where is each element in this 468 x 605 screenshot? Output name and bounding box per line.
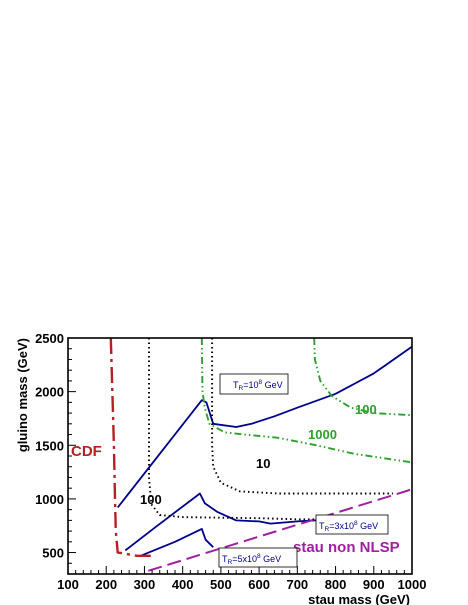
x-tick-label: 900 bbox=[363, 577, 385, 592]
cdf-curve-3 bbox=[109, 338, 156, 557]
cdf-label: CDF bbox=[71, 443, 102, 460]
x-tick-label: 200 bbox=[95, 577, 117, 592]
x-tick-label: 1000 bbox=[398, 577, 427, 592]
x-axis-title: stau mass (GeV) bbox=[308, 592, 410, 605]
contour-curve-7 bbox=[200, 338, 412, 464]
contour-label-black-10: 10 bbox=[256, 456, 270, 471]
contour-label-black-100: 100 bbox=[140, 492, 162, 507]
nlsp-label: stau non NLSP bbox=[293, 539, 400, 556]
axis-ticks bbox=[67, 337, 413, 575]
x-tick-label: 700 bbox=[286, 577, 308, 592]
reheat-box-bottom: TR=5x108 GeV bbox=[218, 547, 298, 568]
nlsp-curve-4 bbox=[148, 488, 412, 572]
x-tick-label: 300 bbox=[134, 577, 156, 592]
svg-text:TR=3x108 GeV: TR=3x108 GeV bbox=[319, 520, 378, 533]
y-tick-label: 2500 bbox=[35, 331, 64, 346]
contour-label-green-100: 100 bbox=[355, 402, 377, 417]
reheat-curve-2 bbox=[140, 528, 214, 557]
y-tick-label: 1500 bbox=[35, 438, 64, 453]
x-tick-label: 600 bbox=[248, 577, 270, 592]
svg-text:TR=5x108 GeV: TR=5x108 GeV bbox=[222, 553, 281, 566]
contour-curve-8 bbox=[313, 338, 412, 417]
y-tick-label: 2000 bbox=[35, 385, 64, 400]
axis-tick-labels: 100 200 300 400 500 600 700 800 900 1000 500 1000 15… bbox=[35, 331, 426, 592]
x-tick-label: 500 bbox=[210, 577, 232, 592]
reheat-box-middle: TR=3x108 GeV bbox=[315, 514, 389, 535]
y-tick-label: 1000 bbox=[35, 492, 64, 507]
svg-text:TR=108 GeV: TR=108 GeV bbox=[233, 379, 283, 392]
reheat-box-top: TR=108 GeV bbox=[219, 373, 289, 395]
contour-curve-5 bbox=[148, 338, 336, 521]
reheat-curve-1 bbox=[124, 492, 336, 552]
x-tick-label: 400 bbox=[172, 577, 194, 592]
x-tick-label: 800 bbox=[325, 577, 347, 592]
x-tick-label: 100 bbox=[57, 577, 79, 592]
y-axis-title: gluino mass (GeV) bbox=[15, 338, 30, 452]
y-tick-label: 500 bbox=[42, 546, 64, 561]
reheat-curve-0 bbox=[116, 345, 412, 509]
chart-curves bbox=[109, 338, 412, 572]
contour-label-green-1000: 1000 bbox=[308, 427, 337, 442]
